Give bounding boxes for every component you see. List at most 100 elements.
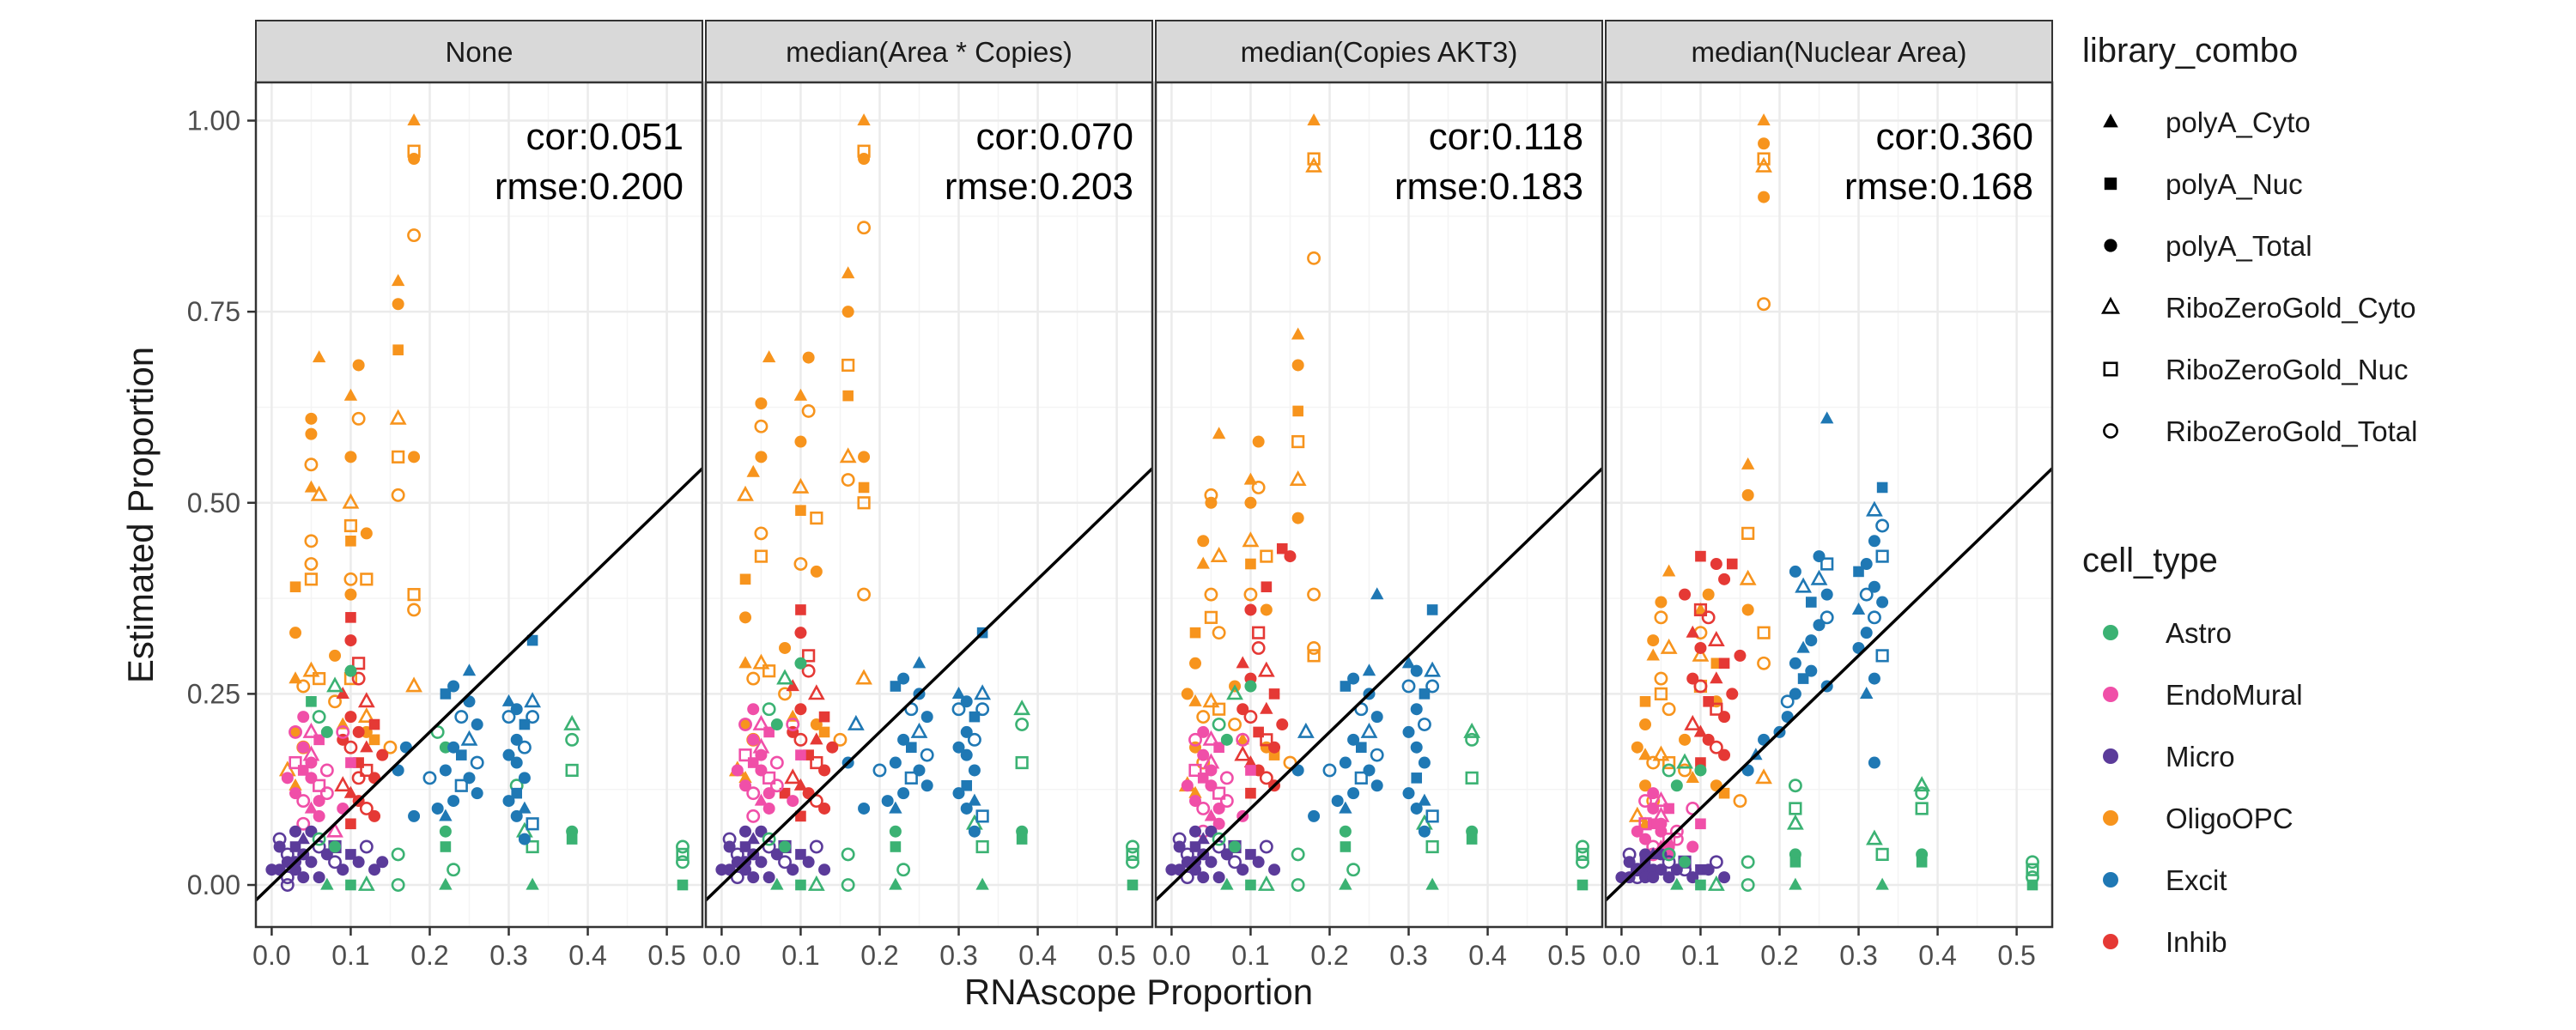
data-point xyxy=(802,856,815,869)
data-point xyxy=(1707,630,1725,646)
data-point xyxy=(855,669,872,685)
data-point xyxy=(1655,596,1668,609)
data-point xyxy=(754,549,769,563)
data-point xyxy=(795,505,806,516)
x-tick-label: 0.1 xyxy=(1231,940,1269,971)
data-point xyxy=(526,634,538,646)
legend-label: RiboZeroGold_Nuc xyxy=(2166,354,2408,385)
x-tick-label: 0.2 xyxy=(410,940,448,971)
data-point xyxy=(517,740,532,754)
data-point xyxy=(1638,748,1652,760)
data-point xyxy=(344,634,357,647)
data-point xyxy=(1418,793,1431,806)
data-point xyxy=(1853,566,1864,578)
data-point xyxy=(1360,722,1378,738)
data-point xyxy=(1410,703,1423,716)
data-point xyxy=(1307,152,1321,166)
data-point xyxy=(1576,855,1589,869)
data-point xyxy=(1291,359,1304,372)
data-point xyxy=(1741,488,1754,501)
data-point xyxy=(389,409,407,425)
data-point xyxy=(1662,871,1675,884)
data-point xyxy=(1695,879,1706,891)
data-point xyxy=(920,779,933,792)
data-point xyxy=(920,711,933,724)
data-point xyxy=(1638,817,1652,831)
data-point xyxy=(1418,825,1431,838)
data-point xyxy=(296,679,311,694)
data-point xyxy=(1370,711,1383,724)
data-point xyxy=(1425,679,1440,694)
facet-title: median(Nuclear Area) xyxy=(1692,36,1967,68)
legend-label: polyA_Total xyxy=(2166,230,2312,262)
data-point xyxy=(1647,871,1660,884)
legend-key-color xyxy=(2103,810,2118,826)
legend-color-title: cell_type xyxy=(2082,542,2218,579)
data-point xyxy=(319,786,334,801)
data-point xyxy=(746,464,760,477)
data-point xyxy=(1797,673,1809,684)
data-point xyxy=(1916,857,1928,868)
legend-key-shape xyxy=(2103,423,2118,439)
data-point xyxy=(769,755,784,770)
data-point xyxy=(975,702,990,717)
data-point xyxy=(1410,664,1423,677)
x-tick-label: 0.4 xyxy=(1918,940,1956,971)
data-point xyxy=(677,879,689,891)
data-point xyxy=(368,718,380,730)
data-point xyxy=(833,732,848,747)
data-point xyxy=(1354,771,1368,785)
legend-label: polyA_Nuc xyxy=(2166,168,2303,200)
data-point xyxy=(841,473,855,488)
data-point xyxy=(289,755,302,770)
data-point xyxy=(1339,801,1352,814)
data-point xyxy=(1189,825,1202,838)
data-point xyxy=(1196,710,1211,724)
data-point xyxy=(1860,686,1874,699)
data-point xyxy=(304,534,319,548)
data-point xyxy=(1805,664,1818,677)
data-point xyxy=(351,411,366,426)
data-point xyxy=(304,457,319,472)
data-point xyxy=(344,588,357,601)
data-point xyxy=(440,688,452,700)
data-point xyxy=(289,724,302,739)
y-tick-label: 0.75 xyxy=(187,296,240,327)
legend-label: RiboZeroGold_Cyto xyxy=(2166,292,2416,324)
data-point xyxy=(1243,710,1258,724)
data-point xyxy=(360,527,373,540)
data-point xyxy=(747,703,760,716)
data-point xyxy=(289,671,302,684)
data-point xyxy=(1789,857,1801,868)
data-point xyxy=(1340,681,1352,692)
data-point xyxy=(407,228,422,243)
data-point xyxy=(1401,679,1416,694)
data-point xyxy=(1291,878,1305,892)
data-point xyxy=(462,663,477,676)
data-point xyxy=(1820,557,1834,571)
data-point xyxy=(1165,863,1178,876)
data-point xyxy=(755,856,768,869)
data-point xyxy=(1331,795,1344,808)
data-point xyxy=(463,772,476,785)
data-point xyxy=(818,764,831,777)
data-point xyxy=(794,435,807,448)
data-point xyxy=(1189,657,1202,670)
legend-label: Inhib xyxy=(2166,926,2227,958)
data-point xyxy=(857,113,871,126)
data-point xyxy=(951,702,966,717)
data-point xyxy=(842,390,854,402)
data-point xyxy=(1202,692,1220,708)
data-point xyxy=(343,740,358,754)
data-point xyxy=(431,802,444,815)
data-point xyxy=(1757,656,1771,670)
data-point xyxy=(1425,839,1439,854)
data-point xyxy=(858,482,870,494)
data-point xyxy=(975,839,989,854)
data-point xyxy=(1789,657,1801,670)
facet-panel: median(Area * Copies) cor:0.070 rmse:0.203… xyxy=(702,20,1154,971)
data-point xyxy=(1204,809,1218,821)
data-point xyxy=(1362,663,1376,676)
data-point xyxy=(1679,856,1692,869)
data-point xyxy=(1261,581,1273,593)
